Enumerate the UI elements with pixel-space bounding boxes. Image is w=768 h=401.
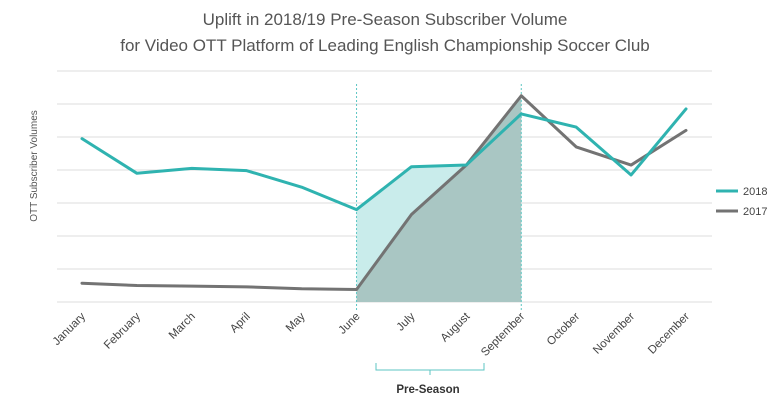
x-tick-label-january: January <box>51 310 89 348</box>
pre-season-bracket-line <box>375 363 485 371</box>
series-line-2018 <box>80 107 688 212</box>
chart-title-line-1: Uplift in 2018/19 Pre-Season Subscriber … <box>203 10 568 29</box>
legend-label-2017: 2017 <box>743 206 767 218</box>
x-tick-labels: January February March April May June July Augu… <box>51 310 693 359</box>
legend-label-2018: 2018 <box>743 186 767 198</box>
x-tick-label-december: December <box>646 311 692 357</box>
series-line-2017 <box>80 94 688 291</box>
x-tick-label-november: November <box>591 311 637 357</box>
pre-season-area-2017 <box>356 95 522 302</box>
x-tick-label-october: October <box>545 311 583 349</box>
series-lines <box>80 94 688 291</box>
y-axis-label: OTT Subscriber Volumes <box>29 110 40 222</box>
x-tick-label-march: March <box>167 311 198 342</box>
pre-season-area <box>356 84 522 310</box>
x-tick-label-september: September <box>479 311 527 359</box>
x-tick-label-february: February <box>102 310 143 351</box>
x-tick-label-july: July <box>395 310 418 333</box>
pre-season-bracket: Pre-Season <box>375 363 485 396</box>
x-tick-label-may: May <box>284 310 308 334</box>
pre-season-label: Pre-Season <box>396 384 459 396</box>
x-tick-label-june: June <box>337 311 363 337</box>
legend: 2018 2017 <box>716 186 767 218</box>
x-tick-label-august: August <box>439 310 473 344</box>
chart-title-line-2: for Video OTT Platform of Leading Englis… <box>120 36 649 55</box>
x-tick-label-april: April <box>228 311 253 336</box>
